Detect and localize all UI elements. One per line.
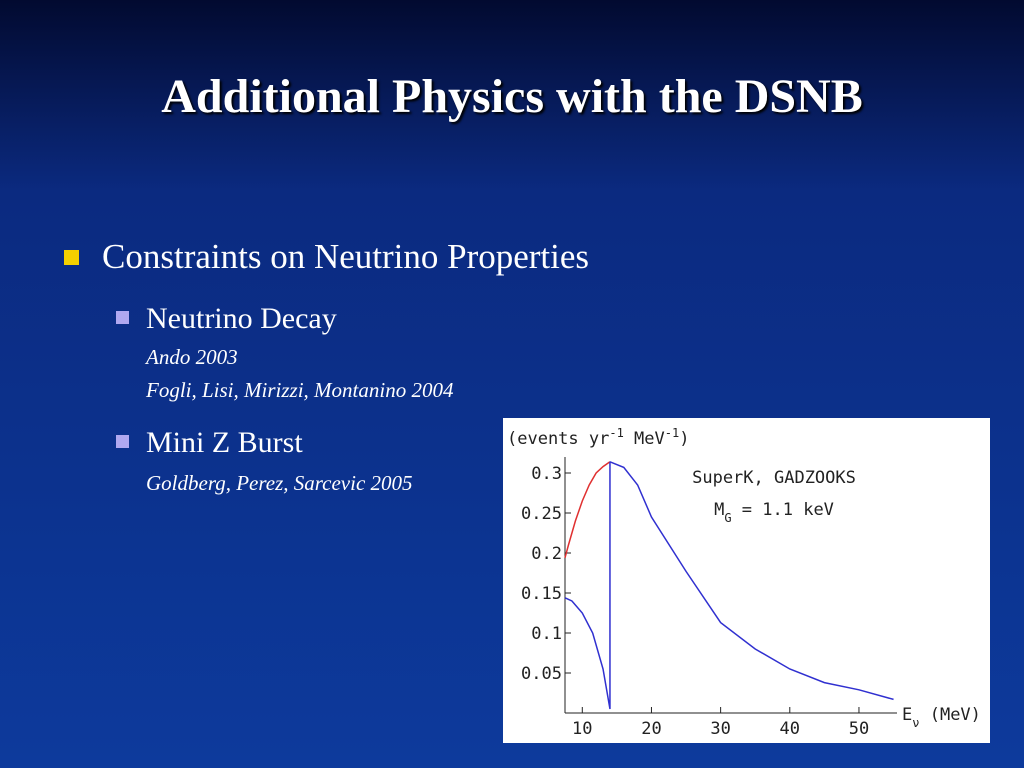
chart: (events yr-1 MeV-1)Eν (MeV)SuperK, GADZO… bbox=[507, 426, 981, 739]
reference: Goldberg, Perez, Sarcevic 2005 bbox=[146, 471, 413, 495]
y-tick-label: 0.25 bbox=[521, 504, 562, 524]
y-tick-label: 0.3 bbox=[531, 464, 562, 484]
x-axis-label-part: ν bbox=[912, 716, 919, 730]
annotation: MG = 1.1 keV bbox=[714, 500, 834, 525]
x-axis-label: Eν (MeV) bbox=[902, 705, 981, 730]
y-axis-label-part: -1 bbox=[609, 426, 623, 440]
sub-bullet-marker bbox=[116, 311, 129, 324]
line-series bbox=[564, 461, 611, 558]
x-axis-label-part: E bbox=[902, 705, 912, 725]
sub-bullets: Neutrino Decay Ando 2003 Fogli, Lisi, Miri… bbox=[116, 302, 454, 495]
y-axis-label-part: ) bbox=[679, 429, 689, 449]
x-axis-label-part: (MeV) bbox=[919, 705, 980, 725]
annotation: SuperK, GADZOOKS bbox=[692, 468, 856, 488]
y-tick-label: 0.15 bbox=[521, 584, 562, 604]
annotation-part: SuperK, GADZOOKS bbox=[692, 468, 856, 488]
annotation-part: = 1.1 keV bbox=[732, 500, 834, 520]
sub-bullet-marker bbox=[116, 435, 129, 448]
x-tick-label: 30 bbox=[710, 719, 730, 739]
x-tick-label: 20 bbox=[641, 719, 661, 739]
y-axis-label: (events yr-1 MeV-1) bbox=[507, 426, 689, 449]
y-axis-label-part: (events yr bbox=[507, 429, 609, 449]
x-tick-label: 40 bbox=[780, 719, 800, 739]
bullet: Constraints on Neutrino Properties bbox=[102, 237, 589, 276]
line-series bbox=[564, 461, 611, 710]
bullet-marker bbox=[64, 250, 79, 265]
annotation-part: G bbox=[724, 511, 731, 525]
y-tick-label: 0.2 bbox=[531, 544, 562, 564]
x-tick-label: 10 bbox=[572, 719, 592, 739]
sub-bullet: Neutrino Decay bbox=[146, 302, 337, 335]
line-series bbox=[609, 461, 894, 701]
annotation-part: M bbox=[714, 500, 724, 520]
chart-panel bbox=[503, 418, 990, 743]
sub-bullet: Mini Z Burst bbox=[146, 426, 303, 459]
y-axis-label-part: MeV bbox=[624, 429, 665, 449]
y-axis-label-part: -1 bbox=[665, 426, 679, 440]
reference: Ando 2003 bbox=[144, 345, 238, 369]
y-tick-label: 0.05 bbox=[521, 664, 562, 684]
x-tick-label: 50 bbox=[849, 719, 869, 739]
reference: Fogli, Lisi, Mirizzi, Montanino 2004 bbox=[145, 378, 454, 402]
y-tick-label: 0.1 bbox=[531, 624, 562, 644]
slide-title: Additional Physics with the DSNB bbox=[161, 70, 862, 123]
